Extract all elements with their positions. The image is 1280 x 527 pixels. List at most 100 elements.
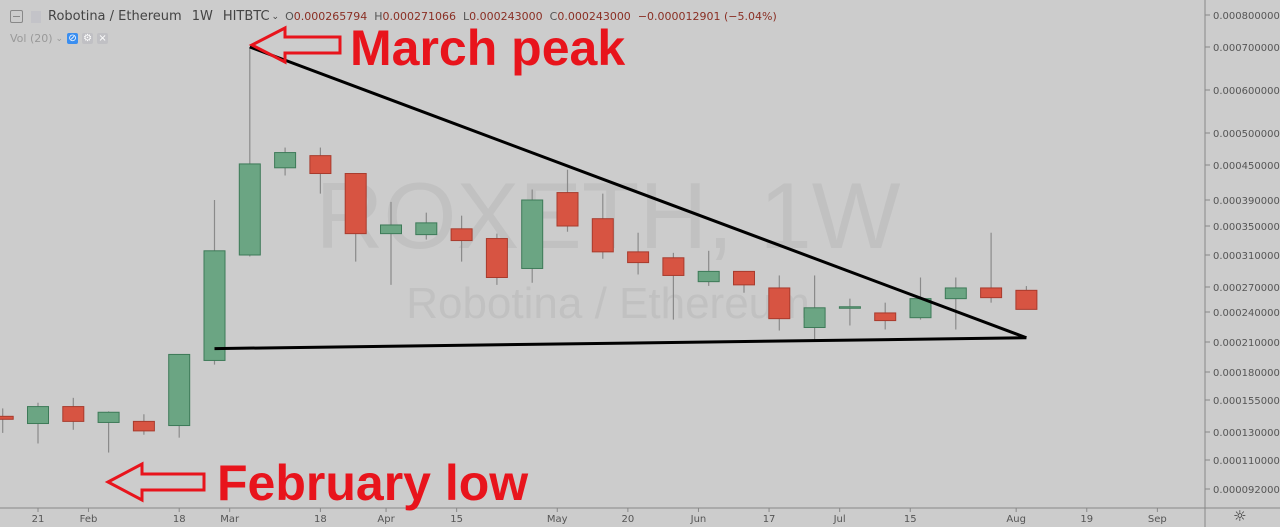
candle-body bbox=[591, 218, 614, 253]
candle[interactable] bbox=[733, 270, 755, 293]
candle[interactable] bbox=[697, 250, 720, 286]
arrow-icon bbox=[104, 461, 206, 503]
y-tick-label: 0.000155000 bbox=[1213, 396, 1280, 407]
y-tick-label: 0.000130000 bbox=[1213, 428, 1280, 439]
x-tick-label: 15 bbox=[450, 514, 463, 525]
candle[interactable] bbox=[274, 147, 297, 176]
time-axis[interactable]: 21 Feb 18 Mar 18 Apr 15 May 20 Jun 17 Jul 15 Aug 19 Sep bbox=[32, 508, 1167, 525]
volume-label[interactable]: Vol (20) bbox=[10, 32, 53, 45]
candle-body bbox=[132, 420, 155, 432]
candle[interactable] bbox=[485, 233, 508, 285]
candle-body bbox=[1015, 289, 1038, 310]
candle[interactable] bbox=[909, 277, 932, 320]
candle[interactable] bbox=[450, 215, 473, 262]
candle[interactable] bbox=[838, 298, 861, 326]
candle[interactable] bbox=[415, 212, 438, 240]
candle-body bbox=[203, 250, 226, 361]
low-label: L bbox=[463, 10, 470, 23]
candle[interactable] bbox=[309, 147, 332, 194]
y-tick-label: 0.000600000 bbox=[1213, 86, 1280, 97]
price-axis[interactable]: 0.000800000 0.000700000 0.000600000 0.00050… bbox=[1205, 11, 1280, 496]
low-value: 0.000243000 bbox=[469, 10, 543, 23]
y-tick-label: 0.000390000 bbox=[1213, 196, 1280, 207]
candle-body bbox=[662, 257, 685, 276]
candle-body bbox=[485, 238, 508, 279]
symbol-name[interactable]: Robotina / Ethereum bbox=[48, 9, 182, 24]
collapse-icon[interactable] bbox=[10, 10, 23, 23]
y-tick-label: 0.000240000 bbox=[1213, 308, 1280, 319]
candle[interactable] bbox=[662, 252, 685, 320]
candle-body bbox=[168, 353, 191, 427]
high-value: 0.000271066 bbox=[382, 10, 457, 23]
x-tick-label: Feb bbox=[80, 514, 98, 525]
close-label: C bbox=[549, 10, 558, 23]
candle[interactable] bbox=[1015, 286, 1038, 310]
candle[interactable] bbox=[380, 201, 402, 285]
candle-body bbox=[768, 287, 791, 320]
arrow-icon bbox=[248, 25, 342, 65]
candle-body bbox=[274, 152, 297, 169]
y-tick-label: 0.000270000 bbox=[1213, 283, 1280, 294]
trend-line[interactable] bbox=[249, 45, 1027, 340]
x-tick-label: Aug bbox=[1006, 514, 1026, 525]
candle[interactable] bbox=[980, 232, 1003, 303]
visibility-icon[interactable]: ⊘ bbox=[67, 33, 79, 44]
candle[interactable] bbox=[803, 275, 826, 340]
x-tick-label: 18 bbox=[314, 514, 327, 525]
y-tick-label: 0.000700000 bbox=[1213, 43, 1280, 54]
x-tick-label: 19 bbox=[1080, 514, 1093, 525]
candle[interactable] bbox=[556, 169, 579, 232]
candle-body bbox=[344, 173, 367, 235]
candle-body bbox=[874, 312, 897, 322]
candle[interactable] bbox=[62, 397, 85, 430]
trend-line[interactable] bbox=[214, 336, 1027, 351]
candle[interactable] bbox=[132, 414, 155, 435]
candle[interactable] bbox=[203, 200, 226, 365]
y-tick-label: 0.000800000 bbox=[1213, 11, 1280, 22]
candle[interactable] bbox=[168, 353, 191, 438]
candle-body bbox=[380, 224, 402, 235]
candle-body bbox=[450, 228, 473, 242]
y-tick-label: 0.000110000 bbox=[1213, 456, 1280, 467]
candle-body bbox=[944, 287, 967, 300]
candle-body bbox=[980, 287, 1003, 299]
candle[interactable] bbox=[627, 232, 650, 275]
candle-body bbox=[697, 270, 720, 283]
chevron-down-icon[interactable]: ⌄ bbox=[55, 33, 64, 44]
x-tick-label: 21 bbox=[32, 514, 45, 525]
x-tick-label: Mar bbox=[220, 514, 240, 525]
high-label: H bbox=[374, 10, 383, 23]
exchange[interactable]: HITBTC bbox=[222, 9, 270, 24]
candle-body bbox=[309, 155, 332, 175]
chevron-down-icon[interactable]: ⌄ bbox=[271, 11, 280, 22]
y-tick-label: 0.000500000 bbox=[1213, 129, 1280, 140]
interval[interactable]: 1W bbox=[191, 9, 213, 24]
candle-body bbox=[627, 251, 650, 264]
y-tick-label: 0.000350000 bbox=[1213, 222, 1280, 233]
gear-icon[interactable]: ☼ bbox=[1233, 507, 1247, 525]
x-tick-label: 17 bbox=[763, 514, 776, 525]
symbol-logo-icon bbox=[31, 10, 41, 23]
candle[interactable] bbox=[344, 173, 367, 262]
volume-indicator[interactable]: Vol (20) ⌄ ⊘ ⚙ × bbox=[10, 32, 109, 45]
settings-icon[interactable]: ⚙ bbox=[82, 33, 94, 44]
candle[interactable] bbox=[238, 47, 261, 257]
candle[interactable] bbox=[27, 402, 49, 444]
close-icon[interactable]: × bbox=[97, 33, 109, 44]
change-value: −0.000012901 (−5.04%) bbox=[637, 10, 777, 23]
candle-body bbox=[97, 411, 120, 423]
open-label: O bbox=[285, 10, 294, 23]
open-value: 0.000265794 bbox=[293, 10, 368, 23]
candle[interactable] bbox=[768, 275, 791, 331]
candle-body bbox=[238, 163, 261, 256]
candle[interactable] bbox=[874, 302, 897, 330]
candle-body bbox=[838, 306, 861, 309]
candle[interactable] bbox=[591, 193, 614, 259]
march-peak-label: March peak bbox=[350, 20, 625, 76]
ohlc-values: O0.000265794 H0.000271066 L0.000243000 C… bbox=[285, 10, 777, 23]
candle[interactable] bbox=[521, 189, 544, 283]
candle[interactable] bbox=[97, 411, 120, 453]
candle[interactable] bbox=[0, 408, 14, 433]
candle[interactable] bbox=[944, 277, 967, 330]
